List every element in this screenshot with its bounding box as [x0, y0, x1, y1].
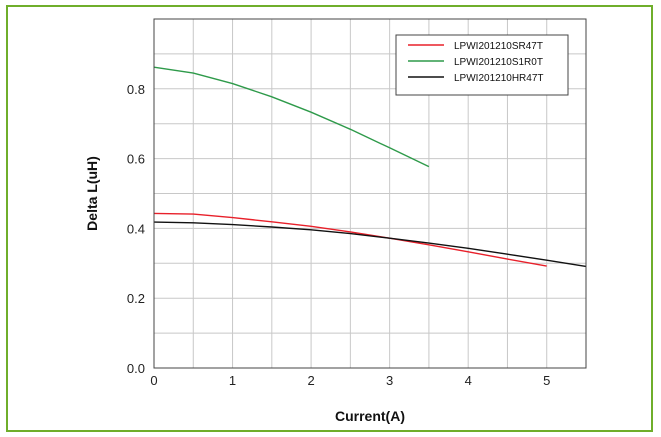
y-tick-label: 0.4 [127, 221, 145, 236]
x-tick-label: 1 [229, 373, 236, 388]
y-tick-label: 0.6 [127, 152, 145, 167]
y-axis-label: Delta L(uH) [84, 156, 100, 231]
legend-label: LPWI201210SR47T [454, 41, 543, 52]
x-tick-label: 3 [386, 373, 393, 388]
y-tick-label: 0.0 [127, 361, 145, 376]
y-tick-label: 0.8 [127, 82, 145, 97]
series-line-3 [153, 221, 587, 268]
legend-label: LPWI201210HR47T [454, 73, 544, 84]
legend: LPWI201210SR47T LPWI201210S1R0T LPWI201210… [395, 34, 569, 96]
x-tick-label: 5 [543, 373, 550, 388]
y-tick-labels: 0.0 0.2 0.4 0.6 0.8 [127, 82, 145, 376]
series-line-2 [153, 66, 430, 168]
x-tick-label: 2 [307, 373, 314, 388]
series-line-1 [153, 212, 547, 267]
x-tick-labels: 0 1 2 3 4 5 [150, 373, 550, 388]
x-axis-label: Current(A) [335, 408, 405, 424]
y-tick-label: 0.2 [127, 291, 145, 306]
x-tick-label: 0 [150, 373, 157, 388]
series-layer [153, 66, 587, 268]
x-tick-label: 4 [465, 373, 472, 388]
legend-label: LPWI201210S1R0T [454, 57, 543, 68]
plot-border [153, 18, 587, 369]
